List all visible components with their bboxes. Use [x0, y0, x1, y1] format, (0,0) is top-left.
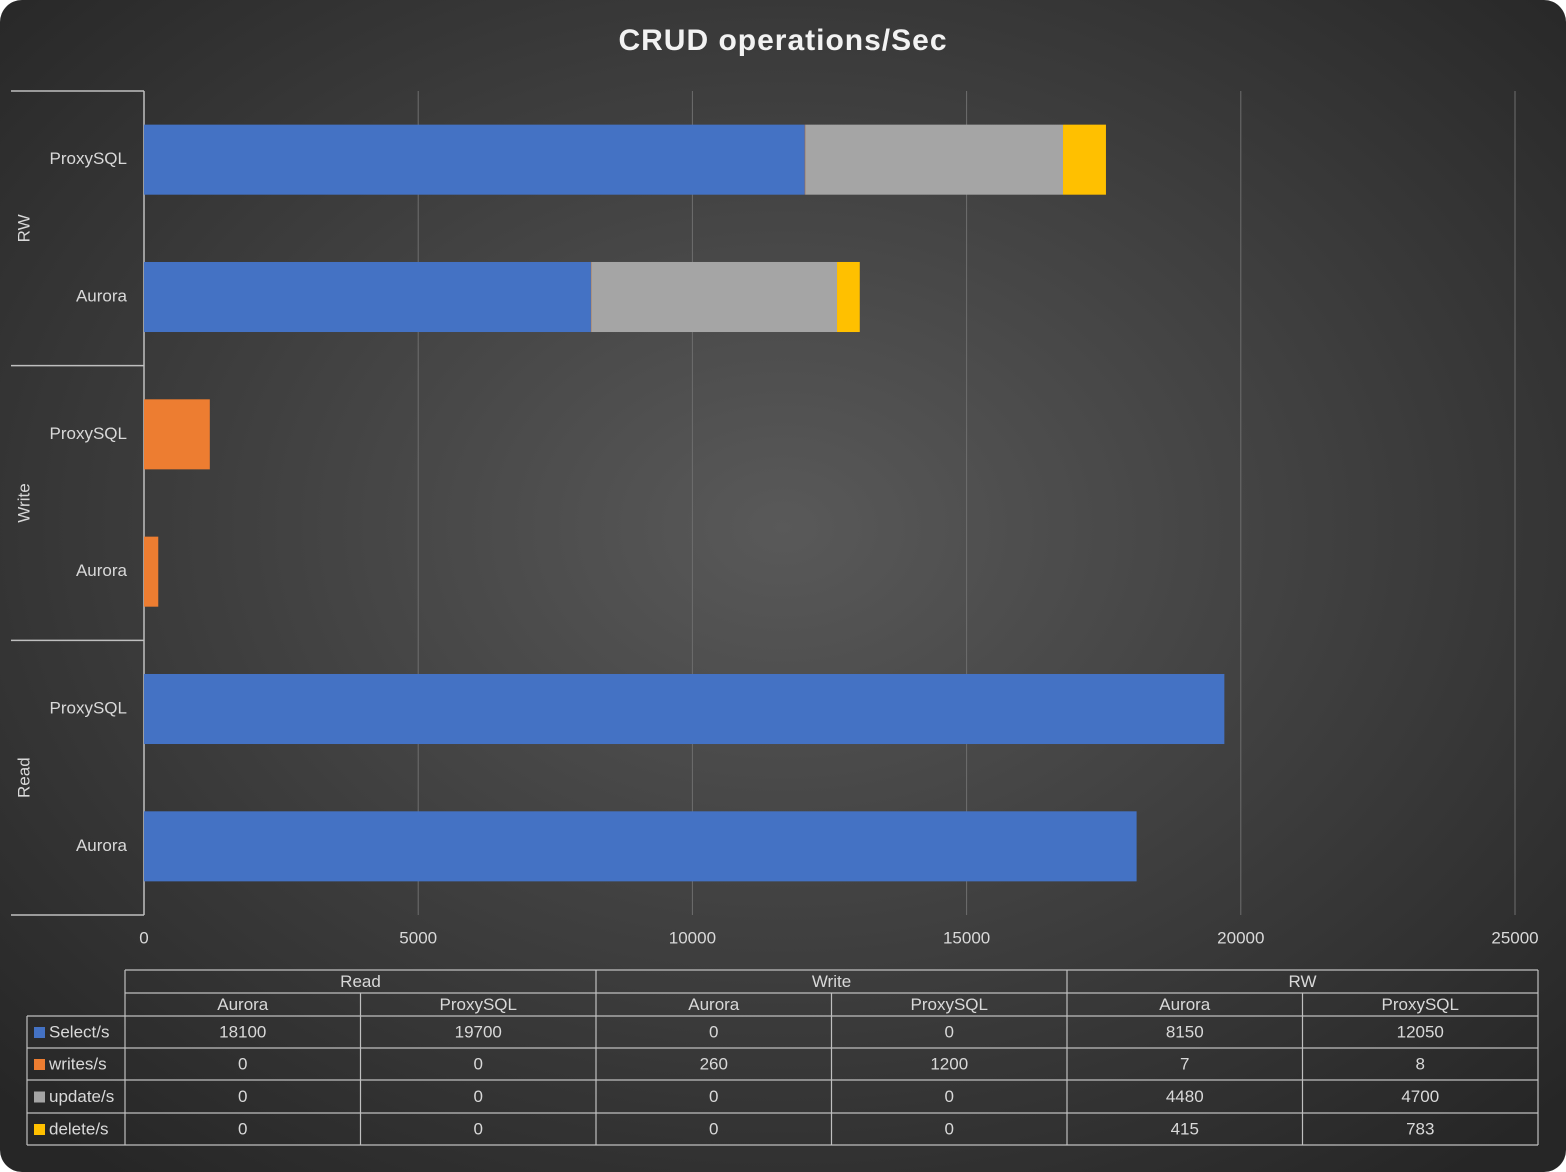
table-cell: 0: [238, 1054, 247, 1073]
table-cell: 4700: [1401, 1087, 1439, 1106]
table-category-header: Aurora: [688, 995, 740, 1014]
legend-label: writes/s: [48, 1054, 107, 1073]
table-group-header: Write: [812, 972, 851, 991]
table-cell: 0: [238, 1119, 247, 1138]
y-tick-label: ProxySQL: [50, 149, 127, 168]
table-cell: 1200: [930, 1054, 968, 1073]
table-cell: 8: [1416, 1054, 1425, 1073]
group-label: RW: [14, 214, 33, 242]
legend-key: [34, 1059, 45, 1070]
table-cell: 0: [945, 1087, 954, 1106]
table-category-header: Aurora: [217, 995, 269, 1014]
table-cell: 4480: [1166, 1087, 1204, 1106]
table-cell: 19700: [455, 1022, 502, 1041]
group-label: Write: [14, 483, 33, 522]
table-category-header: ProxySQL: [440, 995, 517, 1014]
legend-label: delete/s: [49, 1119, 109, 1138]
bar-segment: [144, 399, 210, 470]
table-cell: 0: [474, 1054, 483, 1073]
table-cell: 12050: [1397, 1022, 1444, 1041]
bar-segment: [144, 811, 1137, 882]
legend-key: [34, 1027, 45, 1038]
table-category-header: ProxySQL: [911, 995, 988, 1014]
x-tick-label: 25000: [1491, 928, 1538, 947]
table-cell: 0: [709, 1119, 718, 1138]
table-cell: 18100: [219, 1022, 266, 1041]
bar-segment: [144, 124, 805, 195]
legend-key: [34, 1091, 45, 1103]
group-label: Read: [14, 757, 33, 798]
table-cell: 0: [474, 1119, 483, 1138]
table-cell: 0: [709, 1087, 718, 1106]
y-tick-label: Aurora: [76, 286, 128, 305]
bar-segment: [805, 124, 1064, 195]
legend-label: Select/s: [49, 1022, 109, 1041]
table-cell: 0: [238, 1087, 247, 1106]
table-group-header: RW: [1288, 972, 1316, 991]
x-tick-label: 10000: [669, 928, 716, 947]
table-cell: 0: [474, 1087, 483, 1106]
bar-segment: [837, 261, 860, 333]
chart-title: CRUD operations/Sec: [618, 24, 947, 57]
y-tick-label: ProxySQL: [50, 424, 127, 443]
table-cell: 0: [945, 1119, 954, 1138]
table-cell: 415: [1171, 1119, 1199, 1138]
x-tick-label: 15000: [943, 928, 990, 947]
table-cell: 0: [709, 1022, 718, 1041]
legend-label: update/s: [49, 1087, 114, 1106]
table-cell: 260: [700, 1054, 728, 1073]
bar-segment: [144, 673, 1225, 745]
table-group-header: Read: [340, 972, 381, 991]
table-category-header: ProxySQL: [1382, 995, 1459, 1014]
y-tick-label: ProxySQL: [50, 698, 127, 717]
table-cell: 0: [945, 1022, 954, 1041]
bar-segment: [591, 261, 838, 333]
legend-key: [34, 1124, 45, 1135]
x-tick-label: 0: [139, 928, 148, 947]
x-tick-label: 20000: [1217, 928, 1264, 947]
table-cell: 8150: [1166, 1022, 1204, 1041]
table-category-header: Aurora: [1159, 995, 1211, 1014]
y-tick-label: Aurora: [76, 836, 128, 855]
x-tick-label: 5000: [399, 928, 437, 947]
bar-segment: [144, 261, 591, 333]
bar-segment: [1063, 124, 1106, 195]
y-tick-label: Aurora: [76, 561, 128, 580]
bar-segment: [144, 536, 159, 607]
table-cell: 7: [1180, 1054, 1189, 1073]
table-cell: 783: [1406, 1119, 1434, 1138]
